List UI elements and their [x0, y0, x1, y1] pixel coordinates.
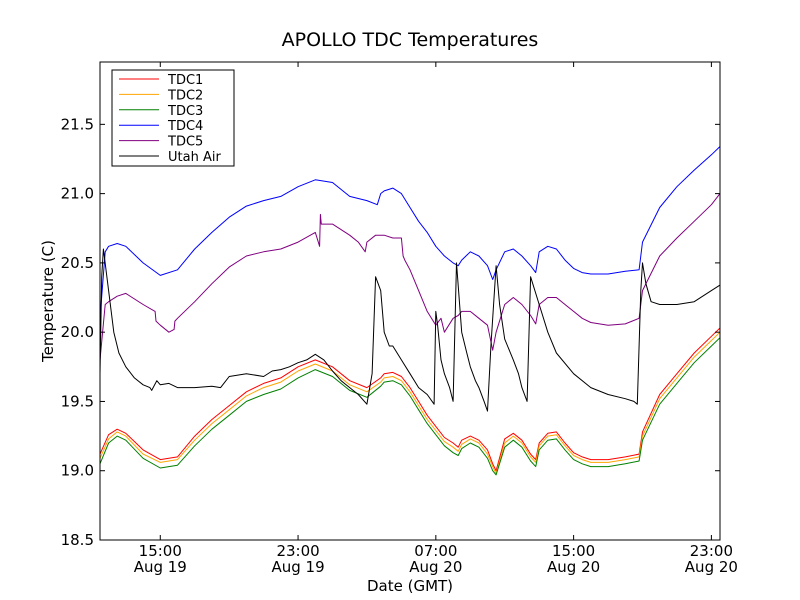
chart-title: APOLLO TDC Temperatures [282, 29, 539, 51]
x-axis-title: Date (GMT) [367, 577, 453, 595]
legend-label: TDC3 [167, 104, 203, 119]
series-line-tdc2 [99, 331, 721, 474]
legend-label: TDC5 [167, 135, 203, 150]
x-tick-label-date: Aug 20 [685, 558, 738, 576]
y-tick-label: 21.0 [61, 185, 94, 203]
y-tick-label: 20.5 [61, 254, 94, 272]
x-tick-label-time: 23:00 [690, 542, 733, 560]
plot-frame [99, 61, 721, 541]
y-tick-label: 21.5 [61, 115, 94, 133]
y-tick-label: 18.5 [61, 531, 94, 549]
series-layer [99, 146, 721, 476]
legend-label: Utah Air [168, 150, 221, 165]
legend-label: TDC1 [167, 73, 203, 88]
series-line-utah-air [99, 248, 721, 412]
legend-box [111, 69, 235, 167]
x-tick-label-date: Aug 20 [409, 558, 462, 576]
series-line-tdc5 [99, 193, 721, 360]
x-tick-label-date: Aug 19 [134, 558, 187, 576]
x-tick-label-date: Aug 20 [547, 558, 600, 576]
legend-label: TDC4 [167, 119, 203, 134]
x-tick-label-time: 15:00 [552, 542, 595, 560]
series-line-tdc1 [99, 327, 721, 472]
x-tick-label-time: 07:00 [414, 542, 457, 560]
x-tick-label-time: 23:00 [276, 542, 319, 560]
y-tick-label: 20.0 [61, 323, 94, 341]
y-axis: 18.5 19.0 19.5 20.0 20.5 21.0 21.5 [61, 115, 720, 549]
y-tick-label: 19.5 [61, 392, 94, 410]
series-line-tdc4 [99, 146, 721, 319]
y-tick-label: 19.0 [61, 462, 94, 480]
x-tick-label-time: 15:00 [139, 542, 182, 560]
series-line-tdc3 [99, 337, 721, 476]
y-axis-title: Temperature (C) [39, 240, 57, 363]
x-tick-label-date: Aug 19 [271, 558, 324, 576]
legend-label: TDC2 [167, 88, 203, 103]
